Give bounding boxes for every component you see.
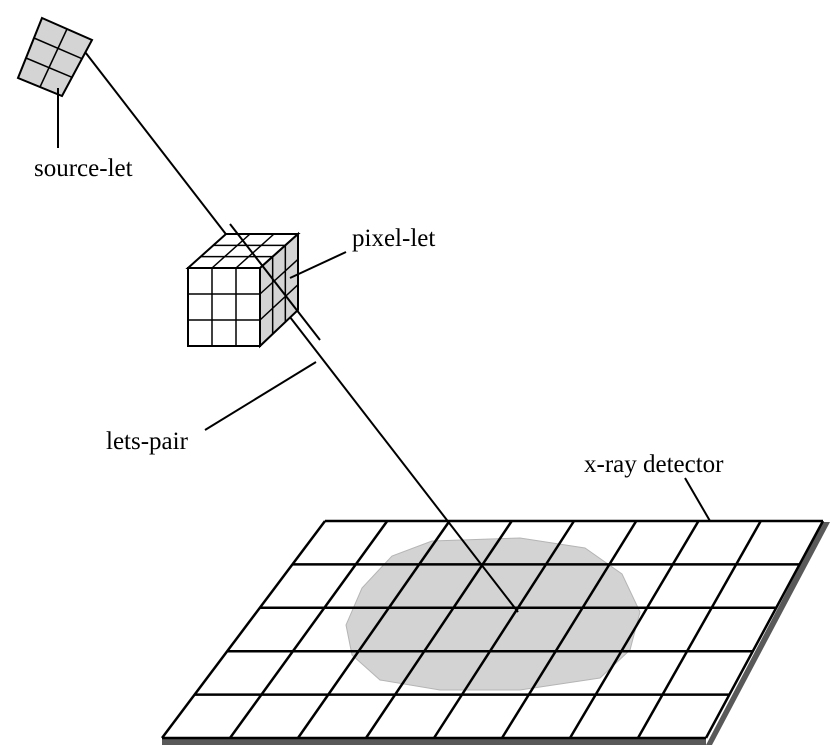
detector-grid-col-line [568, 520, 700, 739]
detector-edge-bottom [162, 738, 706, 745]
source-let-grid-col-line [17, 17, 43, 79]
detector-grid-col-line [161, 520, 326, 739]
cube-top-grid-col-line [235, 233, 275, 269]
source-let [16, 16, 94, 98]
detector-grid-col-line [636, 520, 762, 739]
ray-line [81, 47, 519, 613]
leader-detector [684, 477, 711, 522]
source-let-panel [16, 16, 94, 98]
detector-grid-col-line [364, 520, 513, 739]
cube-side-grid-row-line [259, 309, 299, 347]
label-x-ray-detector: x-ray detector [584, 451, 724, 478]
leader-pixel-let [289, 251, 347, 279]
cube-side-grid-row-line [259, 284, 299, 321]
ray-line-through-cube [229, 223, 321, 341]
detector-edge-right [706, 522, 830, 745]
x-ray-detector [161, 519, 830, 745]
detector-grid-col-line [228, 520, 389, 739]
leader-lines [57, 88, 711, 522]
cube-grid [187, 233, 299, 347]
source-let-grid-col-line [39, 28, 68, 88]
source-let-grid-col-line [61, 39, 93, 97]
cube-top-grid-col-line [187, 233, 227, 269]
detector-grid [161, 519, 825, 740]
projection-footprint [345, 537, 641, 691]
label-pixel-let: pixel-let [352, 225, 435, 252]
source-let-grid [17, 17, 93, 97]
cube-top-grid-col-line [211, 233, 251, 269]
label-lets-pair: lets-pair [106, 428, 189, 455]
leader-lets-pair [204, 361, 317, 431]
label-source-let: source-let [34, 155, 133, 182]
detector-grid-col-line [704, 520, 825, 739]
detector-grid-col-line [500, 520, 638, 739]
cube-side-grid-row-line [259, 233, 299, 269]
detector-grid-col-line [432, 520, 576, 739]
cube-side-grid-row-line [259, 258, 299, 295]
cube-front-face [187, 267, 261, 347]
detector-grid-col-line [296, 520, 451, 739]
pixel-let-cube [185, 231, 301, 349]
